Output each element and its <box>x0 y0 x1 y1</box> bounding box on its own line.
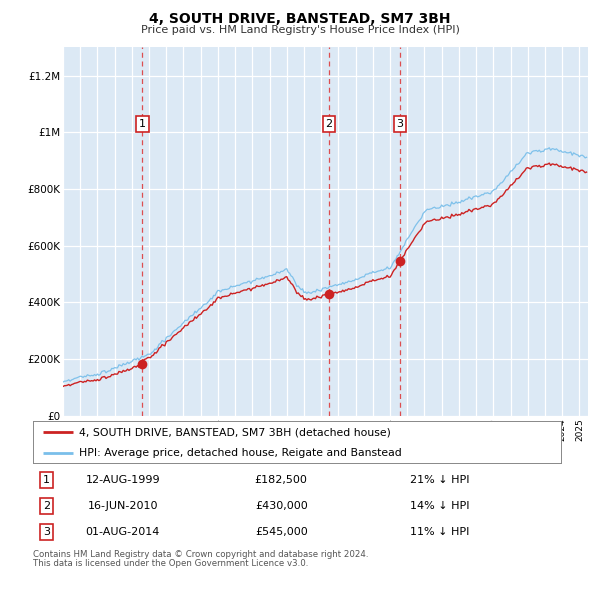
Text: 2: 2 <box>43 501 50 511</box>
Text: 2: 2 <box>326 119 332 129</box>
Text: £545,000: £545,000 <box>255 527 308 537</box>
Text: 11% ↓ HPI: 11% ↓ HPI <box>410 527 469 537</box>
Text: 1: 1 <box>139 119 146 129</box>
Text: HPI: Average price, detached house, Reigate and Banstead: HPI: Average price, detached house, Reig… <box>79 448 402 458</box>
Text: 4, SOUTH DRIVE, BANSTEAD, SM7 3BH: 4, SOUTH DRIVE, BANSTEAD, SM7 3BH <box>149 12 451 26</box>
Text: 21% ↓ HPI: 21% ↓ HPI <box>410 474 469 484</box>
Text: £430,000: £430,000 <box>255 501 308 511</box>
Text: £182,500: £182,500 <box>255 474 308 484</box>
Text: Contains HM Land Registry data © Crown copyright and database right 2024.: Contains HM Land Registry data © Crown c… <box>33 550 368 559</box>
Text: 3: 3 <box>43 527 50 537</box>
Text: 01-AUG-2014: 01-AUG-2014 <box>86 527 160 537</box>
Text: Price paid vs. HM Land Registry's House Price Index (HPI): Price paid vs. HM Land Registry's House … <box>140 25 460 35</box>
Text: This data is licensed under the Open Government Licence v3.0.: This data is licensed under the Open Gov… <box>33 559 308 568</box>
Text: 3: 3 <box>397 119 404 129</box>
Text: 14% ↓ HPI: 14% ↓ HPI <box>410 501 469 511</box>
Text: 12-AUG-1999: 12-AUG-1999 <box>85 474 160 484</box>
Text: 1: 1 <box>43 474 50 484</box>
Text: 16-JUN-2010: 16-JUN-2010 <box>88 501 158 511</box>
Text: 4, SOUTH DRIVE, BANSTEAD, SM7 3BH (detached house): 4, SOUTH DRIVE, BANSTEAD, SM7 3BH (detac… <box>79 427 391 437</box>
